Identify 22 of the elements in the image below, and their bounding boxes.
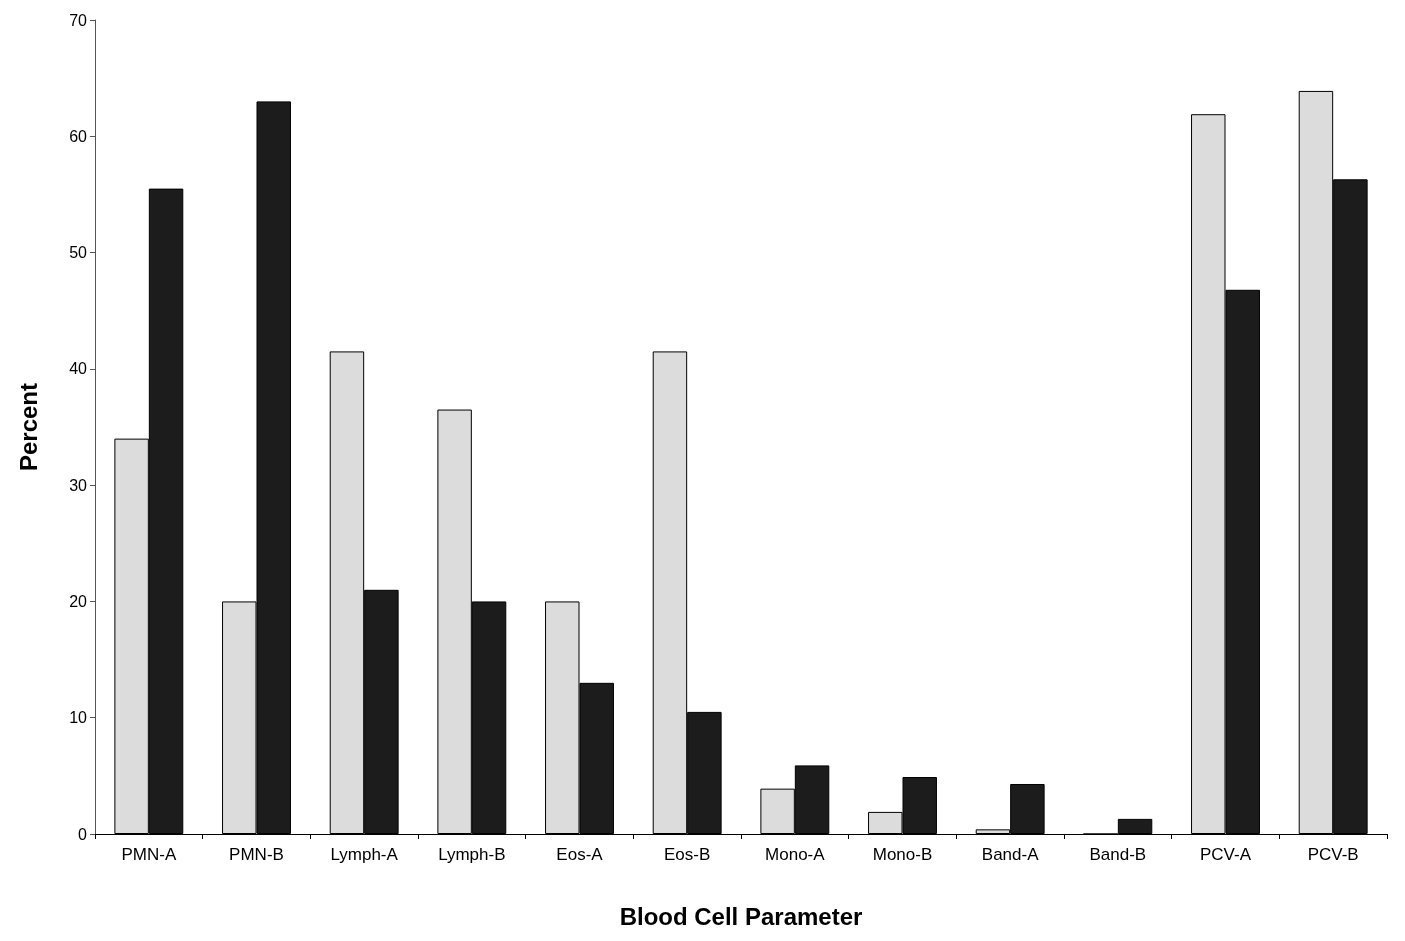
x-tick-label: PCV-B [1307, 845, 1359, 864]
x-tick-label: Mono-B [872, 845, 933, 864]
x-tick-label: PMN-A [121, 845, 177, 864]
x-tick-label: Eos-A [556, 845, 604, 864]
y-tick-label: 40 [69, 360, 88, 378]
x-tick-label: Band-B [1089, 845, 1147, 864]
y-tick-label: 20 [69, 592, 88, 610]
x-tick-label: PCV-A [1199, 845, 1252, 864]
y-tick-label: 70 [69, 11, 88, 29]
x-tick-label: Lymph-A [330, 845, 399, 864]
x-tick-label: Band-A [981, 845, 1040, 864]
y-axis-title: Percent [14, 382, 42, 472]
x-tick-label: PMN-B [229, 845, 284, 864]
y-tick-label: 10 [69, 709, 88, 727]
x-axis-title: Blood Cell Parameter [619, 902, 863, 930]
x-tick-label: Eos-B [664, 845, 711, 864]
y-tick-label: 30 [69, 476, 88, 494]
x-tick-label: Lymph-B [438, 845, 506, 864]
y-tick-label: 50 [69, 244, 88, 262]
y-tick-label: 0 [78, 825, 88, 843]
y-tick-label: 60 [69, 127, 88, 145]
x-tick-label: Mono-A [765, 845, 826, 864]
